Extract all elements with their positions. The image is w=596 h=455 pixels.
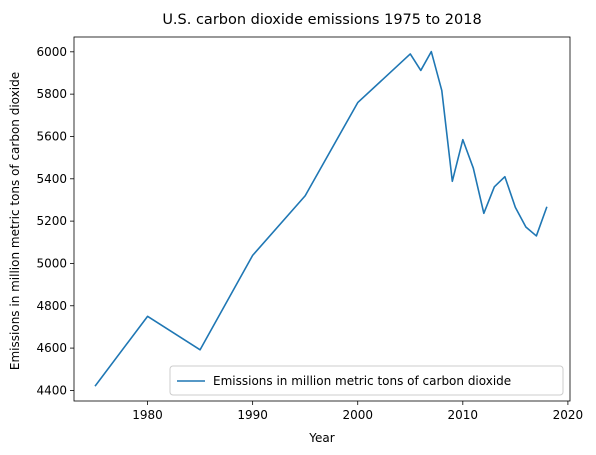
y-tick-label: 4800 xyxy=(36,299,67,313)
y-tick-label: 5000 xyxy=(36,256,67,270)
x-axis-label: Year xyxy=(308,431,334,445)
y-tick-label: 5800 xyxy=(36,87,67,101)
legend: Emissions in million metric tons of carb… xyxy=(169,365,564,396)
plot-frame xyxy=(73,36,571,402)
x-tick-label: 2000 xyxy=(342,408,373,422)
x-tick-label: 1980 xyxy=(132,408,163,422)
x-tick-label: 2010 xyxy=(448,408,479,422)
y-tick-label: 5400 xyxy=(36,172,67,186)
y-tick-label: 4400 xyxy=(36,383,67,397)
series-layer xyxy=(94,50,548,387)
y-tick-label: 6000 xyxy=(36,45,67,59)
x-tick-label: 2020 xyxy=(553,408,584,422)
series-line xyxy=(94,50,548,387)
y-axis-label: Emissions in million metric tons of carb… xyxy=(8,72,22,370)
legend-label: Emissions in million metric tons of carb… xyxy=(213,374,511,388)
legend-box xyxy=(169,365,564,396)
y-tick-label: 5600 xyxy=(36,129,67,143)
x-tick-label: 1990 xyxy=(237,408,268,422)
y-tick-label: 5200 xyxy=(36,214,67,228)
chart-title: U.S. carbon dioxide emissions 1975 to 20… xyxy=(162,12,481,28)
y-tick-label: 4600 xyxy=(36,341,67,355)
axis-ticks: 1980 1990 2000 2010 2020 4400 4600 4800 5000 5200… xyxy=(36,45,583,422)
